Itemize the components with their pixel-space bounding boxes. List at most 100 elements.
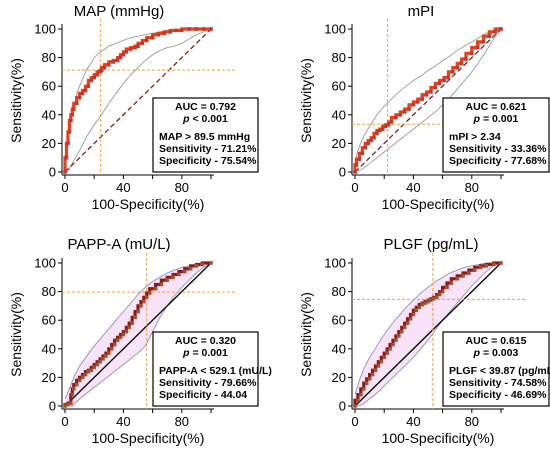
roc-point	[121, 52, 126, 57]
y-tick-label: 40	[42, 107, 56, 122]
roc-point	[437, 81, 442, 86]
ci-upper-line	[64, 262, 211, 400]
roc-point	[107, 62, 111, 67]
roc-point	[383, 124, 388, 129]
roc-point	[366, 141, 370, 146]
roc-point	[71, 387, 76, 391]
roc-point	[171, 275, 175, 280]
roc-point	[415, 100, 420, 104]
chart-title: MAP (mmHg)	[74, 3, 165, 20]
roc-point	[459, 61, 464, 66]
roc-point	[487, 34, 492, 38]
roc-point	[112, 342, 117, 347]
roc-point	[121, 332, 126, 337]
y-tick-label: 0	[339, 399, 346, 414]
roc-point	[433, 85, 438, 90]
chart-title: PAPP-A (mU/L)	[67, 236, 170, 253]
roc-point	[467, 271, 471, 275]
chart-title: mPI	[408, 3, 435, 20]
roc-point	[411, 102, 416, 107]
roc-point	[414, 308, 419, 312]
diagonal-reference-line	[354, 262, 502, 407]
criterion-text: PAPP-A < 529.1 (mU/L)	[159, 365, 272, 377]
roc-point	[423, 301, 427, 305]
ci-lower-line	[354, 28, 502, 173]
y-tick-label: 80	[332, 284, 346, 299]
y-tick-label: 60	[42, 313, 56, 328]
x-tick-label: 40	[406, 414, 420, 429]
p-value-text: p < 0.001	[182, 113, 228, 125]
roc-point	[424, 92, 429, 97]
roc-point	[391, 342, 395, 347]
roc-point	[481, 40, 486, 44]
roc-point	[128, 47, 133, 51]
roc-point	[369, 138, 373, 143]
x-tick-label: 80	[175, 414, 189, 429]
roc-point	[89, 368, 94, 373]
roc-point	[367, 377, 372, 381]
x-tick-label: 80	[465, 414, 479, 429]
roc-point	[63, 404, 67, 408]
roc-point	[359, 392, 363, 397]
roc-point	[182, 269, 187, 274]
roc-point	[136, 44, 140, 48]
diagonal-reference-line	[64, 262, 212, 407]
roc-point	[101, 357, 105, 361]
x-axis-label: 100-Specificity(%)	[382, 430, 495, 446]
stats-box	[442, 331, 550, 407]
roc-point	[66, 402, 70, 407]
x-tick-label: 0	[61, 180, 68, 195]
roc-point	[437, 292, 442, 297]
roc-point	[379, 359, 384, 364]
roc-point	[440, 289, 445, 294]
roc-point	[389, 120, 394, 124]
roc-point	[99, 68, 104, 73]
y-tick-label: 100	[324, 22, 346, 37]
y-tick-label: 40	[332, 341, 346, 356]
roc-point	[200, 262, 205, 267]
roc-point	[92, 75, 96, 80]
y-tick-label: 40	[42, 341, 56, 356]
roc-panel-4: PLGF (pg/mL) 0 20 40 60 80 100 0 40 80 Sensitivity…	[298, 236, 550, 446]
roc-point	[124, 50, 129, 54]
roc-point	[455, 65, 459, 70]
roc-point	[156, 32, 161, 37]
roc-point	[83, 88, 88, 93]
sensitivity-text: Sensitivity - 33.36%	[449, 143, 547, 155]
y-tick-label: 40	[332, 107, 346, 122]
y-tick-label: 100	[34, 22, 56, 37]
roc-point	[380, 127, 385, 131]
roc-point	[426, 299, 430, 304]
p-value-text: p = 0.001	[182, 347, 228, 359]
roc-point	[420, 302, 424, 307]
y-axis-label: Sensitivity(%)	[8, 58, 24, 143]
roc-point	[429, 298, 433, 302]
roc-point	[451, 70, 455, 74]
roc-point	[77, 95, 82, 100]
roc-point	[493, 30, 497, 34]
roc-point	[133, 315, 137, 320]
roc-point	[432, 296, 436, 301]
roc-point	[397, 334, 401, 338]
roc-point	[188, 266, 193, 271]
stats-box	[152, 331, 259, 407]
roc-point	[187, 27, 191, 31]
roc-point	[363, 145, 368, 150]
y-tick-label: 100	[324, 256, 346, 271]
roc-panel-1: MAP (mmHg) 0 20 40 60 80 100 0 40 80 Sensitivity(%…	[8, 3, 259, 212]
roc-point	[67, 130, 72, 134]
y-tick-label: 0	[339, 165, 346, 180]
roc-point	[144, 295, 149, 300]
roc-point	[115, 58, 120, 63]
y-axis-label: Sensitivity(%)	[298, 292, 314, 377]
roc-point	[168, 30, 172, 34]
y-tick-label: 60	[42, 79, 56, 94]
roc-point	[147, 291, 152, 295]
ci-upper-line	[354, 28, 502, 161]
y-tick-label: 20	[332, 370, 346, 385]
roc-point	[153, 286, 158, 291]
ci-lower-line	[354, 262, 502, 407]
roc-point	[364, 381, 369, 385]
roc-point	[136, 309, 140, 314]
